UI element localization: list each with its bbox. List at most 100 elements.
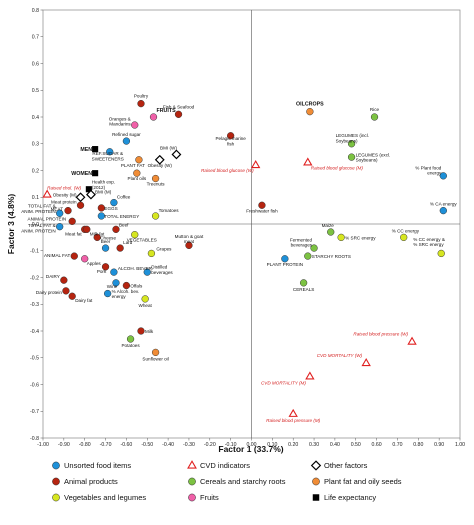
point-label: Offals [130,284,143,289]
x-tick-label: -0.20 [204,442,216,448]
legend-label: Unsorted food items [64,461,131,470]
data-point [131,231,139,239]
point-label: Pork [97,269,107,274]
legend-label: Other factors [324,461,368,470]
y-tick-label: -0.2 [30,275,39,281]
y-axis-title: Factor 3 (4.8%) [6,194,16,255]
point-label: REF.SUGAR & SWEETENERS [92,151,124,161]
point-label: ANIMAL PROTEIN [28,216,67,221]
data-point [337,233,345,242]
point-label: Raised chol. (W) [47,186,81,191]
data-point [93,233,101,242]
point-label: Sunflower oil [142,356,168,361]
data-point [304,252,312,260]
point-label: Apples [87,261,102,266]
y-tick-label: 0.5 [32,88,39,94]
point-label: Milk [145,329,154,334]
point-label: Freshwater fish [246,208,278,213]
x-tick-label: -0.60 [120,442,132,448]
data-point [306,108,314,116]
data-point [407,336,417,345]
data-point [122,281,131,290]
data-point [154,154,165,165]
x-axis-ticks: -1.00 -0.90 -0.80 -0.70 -0.60 -0.50 -0.40 -0.30… [37,438,465,448]
y-tick-label: -0.3 [30,302,39,308]
point-label: BMI (W) [160,145,177,150]
legend-marker [52,493,60,502]
x-tick-label: 0.00 [246,442,256,448]
x-tick-label: 0.60 [372,442,382,448]
x-tick-label: -0.30 [183,442,195,448]
point-label: BMI (M) [95,190,112,195]
data-point [250,160,261,169]
point-label: % Plant food energy [415,165,442,175]
data-point [227,132,235,140]
point-label: Coffee [117,195,131,200]
data-point [361,357,371,367]
y-tick-label: 0.1 [32,195,39,201]
data-point [81,255,89,263]
point-label: DAIRY [46,274,60,279]
data-point [60,276,68,284]
data-point [83,225,91,234]
point-label: % CC energy [392,228,420,233]
point-label: Maize [322,223,335,228]
data-point [110,268,118,276]
data-point [101,263,110,271]
data-point [68,217,76,225]
data-point [327,228,335,236]
data-point [56,223,64,231]
data-point [288,408,298,417]
point-label: VEGETABLES [127,238,157,243]
data-point [149,113,158,121]
point-label: Raised blood pressure (M) [266,418,321,423]
data-point [97,212,106,220]
point-label: CEREALS [293,287,314,292]
point-label: MEN [80,147,92,153]
x-tick-label: 0.90 [434,442,444,448]
legend-marker [312,494,320,501]
data-point [68,292,76,300]
data-point [76,201,85,209]
point-label: Mutton & goat meat [175,234,204,244]
data-point [347,140,356,148]
point-label: Meat fat [65,231,82,236]
data-point [137,99,145,108]
data-point [437,249,445,258]
point-label: LEGUMES (incl. Soybeans) [336,133,369,143]
legend-marker [312,477,320,486]
data-point [151,212,160,220]
point-label: Poultry [134,94,149,99]
y-tick-label: -0.8 [30,436,39,442]
x-axis-title: Factor 1 (33.7%) [218,444,283,454]
point-label: STARCHY ROOTS [312,254,351,259]
x-tick-label: -1.00 [37,442,49,448]
data-point [347,153,356,161]
data-point [147,249,156,258]
x-tick-label: 0.30 [309,442,319,448]
point-label: ANIMAL FAT [44,253,70,258]
point-label: Raised blood pressure (W) [353,332,408,337]
point-label: Cheese [100,235,116,240]
data-point [103,289,112,298]
y-tick-label: 0.7 [32,35,39,41]
legend-marker [310,460,322,471]
point-label: % CC energy &% SRC energy [413,237,445,247]
legend-marker [188,477,196,486]
x-tick-label: -0.50 [141,442,153,448]
data-point [135,156,143,164]
point-label: Health exp. (2012) [92,180,115,190]
x-tick-label: -0.90 [58,442,70,448]
point-label: Beer [101,239,111,244]
data-point [141,295,149,303]
point-label: Plant oils [128,176,147,181]
point-label: FRUITS [157,108,177,114]
point-label: Obesity (W) [148,163,173,168]
data-point [112,225,120,234]
y-tick-label: 0.2 [32,168,39,174]
legend-label: CVD indicators [200,461,250,470]
data-point [137,327,145,335]
point-label: Potatoes [121,343,140,348]
data-point [151,174,160,183]
x-tick-label: -0.70 [100,442,112,448]
